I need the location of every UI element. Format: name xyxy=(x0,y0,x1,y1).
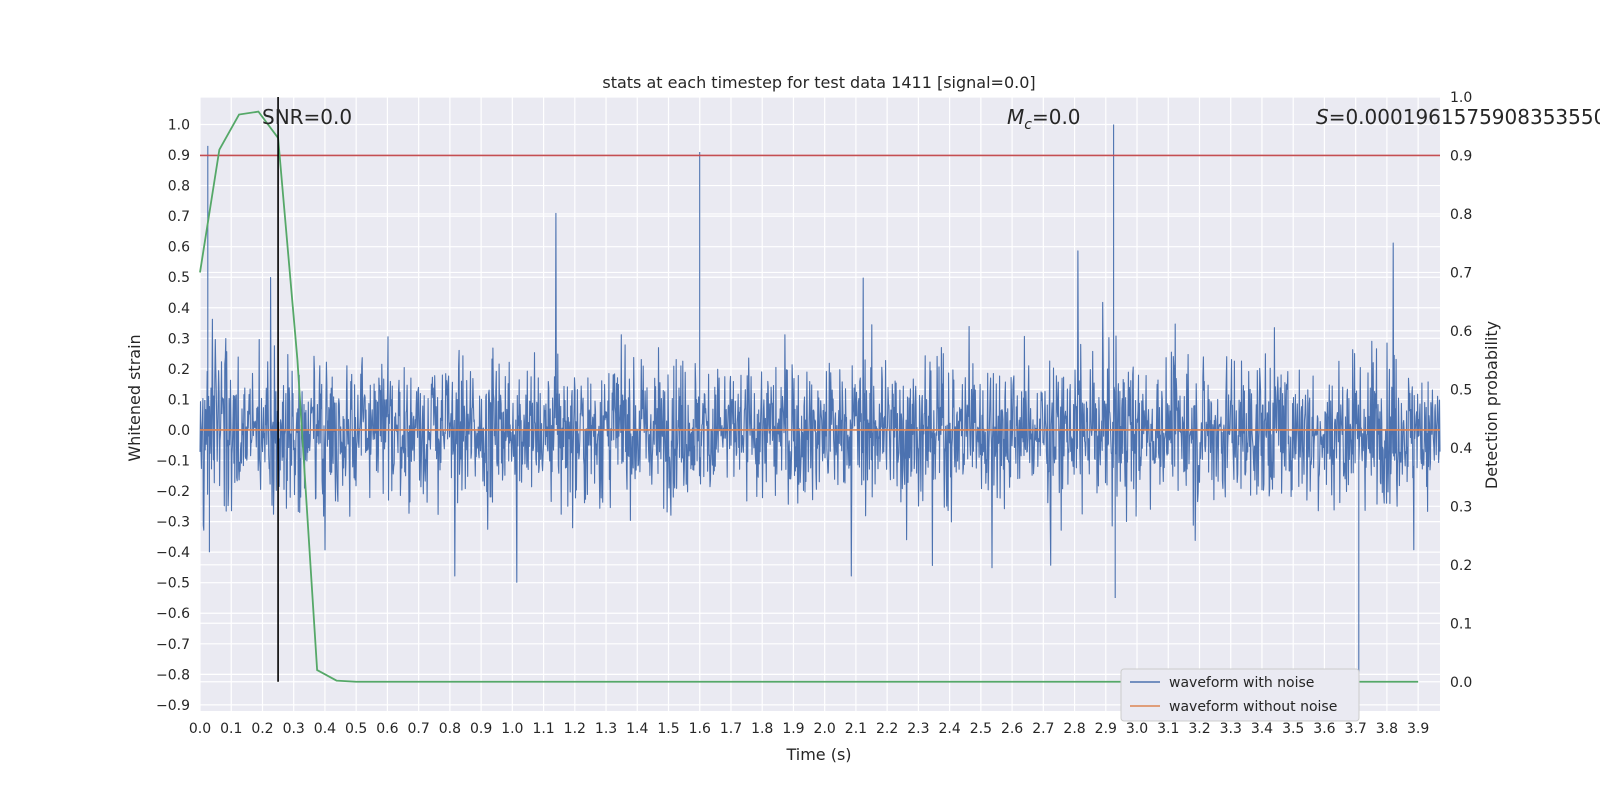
y-tick-label: 0.4 xyxy=(168,301,190,317)
x-tick-label: 2.7 xyxy=(1032,721,1054,737)
y-tick-label: −0.5 xyxy=(156,576,190,592)
x-tick-label: 3.9 xyxy=(1407,721,1429,737)
y-tick-label: −0.3 xyxy=(156,515,190,531)
x-tick-label: 1.0 xyxy=(501,721,523,737)
x-tick-label: 0.7 xyxy=(408,721,430,737)
chirp-mass-value: =0.0 xyxy=(1032,105,1081,129)
y-right-tick-label: 0.3 xyxy=(1450,499,1472,515)
s-value: =0.00019615759083535504 xyxy=(1329,105,1600,129)
x-tick-label: 1.7 xyxy=(720,721,742,737)
x-tick-label: 3.8 xyxy=(1376,721,1398,737)
y-right-tick-label: 0.1 xyxy=(1450,616,1472,632)
x-tick-label: 3.5 xyxy=(1282,721,1304,737)
y-tick-label: −0.8 xyxy=(156,667,190,683)
y-tick-label: 0.7 xyxy=(168,209,190,225)
x-tick-label: 0.0 xyxy=(189,721,211,737)
x-tick-label: 1.1 xyxy=(532,721,554,737)
x-tick-label: 0.5 xyxy=(345,721,367,737)
x-tick-label: 0.3 xyxy=(283,721,305,737)
x-tick-label: 1.6 xyxy=(689,721,711,737)
y-tick-label: −0.9 xyxy=(156,698,190,714)
legend: waveform with noise waveform without noi… xyxy=(1120,668,1360,722)
y-tick-label: −0.1 xyxy=(156,454,190,470)
x-tick-label: 1.9 xyxy=(782,721,804,737)
y-tick-label: −0.2 xyxy=(156,484,190,500)
x-tick-label: 3.3 xyxy=(1220,721,1242,737)
x-tick-label: 0.4 xyxy=(314,721,336,737)
x-tick-label: 0.2 xyxy=(251,721,273,737)
x-tick-label: 2.8 xyxy=(1063,721,1085,737)
x-tick-label: 2.4 xyxy=(938,721,960,737)
y-right-tick-label: 1.0 xyxy=(1450,90,1472,106)
y-tick-label: −0.4 xyxy=(156,545,190,561)
chirp-mass-symbol: M xyxy=(1007,105,1024,129)
y-right-tick-label: 0.8 xyxy=(1450,207,1472,223)
y-right-tick-label: 0.7 xyxy=(1450,265,1472,281)
y-tick-label: 0.1 xyxy=(168,392,190,408)
x-tick-label: 1.2 xyxy=(564,721,586,737)
y-tick-label: 1.0 xyxy=(168,117,190,133)
x-tick-label: 0.1 xyxy=(220,721,242,737)
x-axis-label: Time (s) xyxy=(785,745,851,764)
x-tick-label: 2.9 xyxy=(1095,721,1117,737)
x-tick-label: 1.8 xyxy=(751,721,773,737)
x-tick-label: 1.4 xyxy=(626,721,648,737)
s-annotation: S=0.00019615759083535504 xyxy=(1316,105,1600,129)
y-right-tick-label: 0.2 xyxy=(1450,558,1472,574)
x-tick-label: 1.5 xyxy=(657,721,679,737)
y-tick-labels: 1.0 0.9 0.8 0.7 0.6 0.5 0.4 0.3 0.2 0.1 0.0 −0.1 −0.… xyxy=(156,117,190,713)
detection-probability-line xyxy=(199,110,1419,683)
y-tick-label: 0.3 xyxy=(168,331,190,347)
legend-label-waveform-with-noise: waveform with noise xyxy=(1169,675,1314,691)
x-tick-label: 2.0 xyxy=(814,721,836,737)
y-tick-label: −0.7 xyxy=(156,637,190,653)
x-tick-label: 2.6 xyxy=(1001,721,1023,737)
legend-label-waveform-without-noise: waveform without noise xyxy=(1169,699,1337,715)
y-tick-label: 0.9 xyxy=(168,148,190,164)
x-tick-label: 2.1 xyxy=(845,721,867,737)
y-right-tick-labels: 1.0 0.9 0.8 0.7 0.6 0.5 0.4 0.3 0.2 0.1 0.0 xyxy=(1450,90,1472,691)
y-tick-label: 0.2 xyxy=(168,362,190,378)
snr-annotation: SNR=0.0 xyxy=(262,105,352,129)
x-tick-label: 3.0 xyxy=(1126,721,1148,737)
y-right-tick-label: 0.6 xyxy=(1450,324,1472,340)
y-tick-label: 0.8 xyxy=(168,179,190,195)
y-tick-label: 0.0 xyxy=(168,423,190,439)
y-right-tick-label: 0.9 xyxy=(1450,148,1472,164)
x-tick-label: 3.7 xyxy=(1345,721,1367,737)
x-tick-label: 3.4 xyxy=(1251,721,1273,737)
chirp-mass-annotation: Mc=0.0 xyxy=(1007,105,1081,133)
x-tick-label: 0.6 xyxy=(376,721,398,737)
y-tick-label: −0.6 xyxy=(156,606,190,622)
x-tick-label: 3.2 xyxy=(1188,721,1210,737)
y-right-tick-label: 0.4 xyxy=(1450,441,1472,457)
x-tick-label: 0.8 xyxy=(439,721,461,737)
x-tick-label: 3.6 xyxy=(1313,721,1335,737)
x-tick-label: 0.9 xyxy=(470,721,492,737)
series-detection-probability xyxy=(199,110,1419,683)
x-tick-label: 2.2 xyxy=(876,721,898,737)
chirp-mass-subscript: c xyxy=(1024,117,1032,133)
y-tick-label: 0.6 xyxy=(168,240,190,256)
y-axis-label: Whitened strain xyxy=(125,334,144,461)
chart-title: stats at each timestep for test data 141… xyxy=(602,73,1035,92)
y-right-tick-label: 0.0 xyxy=(1450,675,1472,691)
y-tick-label: 0.5 xyxy=(168,270,190,286)
x-tick-label: 2.5 xyxy=(970,721,992,737)
x-tick-label: 3.1 xyxy=(1157,721,1179,737)
x-tick-label: 2.3 xyxy=(907,721,929,737)
y-right-axis-label: Detection probability xyxy=(1482,321,1501,489)
legend-box xyxy=(1120,668,1360,722)
x-tick-labels: 0.0 0.1 0.2 0.3 0.4 0.5 0.6 0.7 0.8 0.9 1.0 1.1 1.2 1… xyxy=(189,721,1429,737)
y-right-tick-label: 0.5 xyxy=(1450,382,1472,398)
x-tick-label: 1.3 xyxy=(595,721,617,737)
s-symbol: S xyxy=(1316,105,1329,129)
